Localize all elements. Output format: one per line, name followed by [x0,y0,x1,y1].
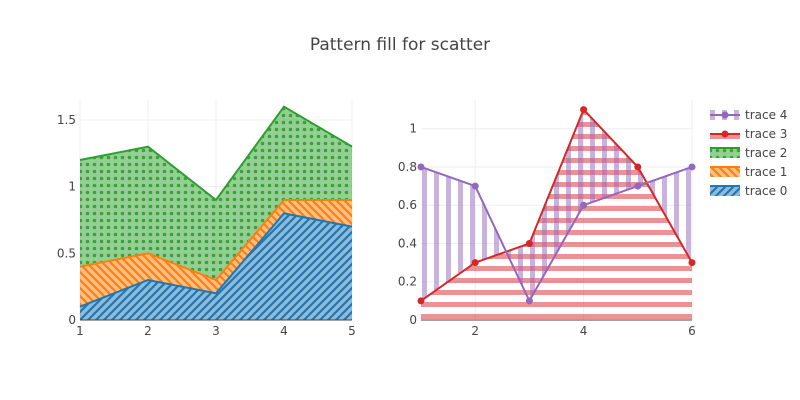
x-tick-label: 5 [348,324,356,338]
x-tick-label: 4 [580,324,588,338]
point-trace-4 [634,182,642,190]
area-trace-0 [80,213,352,320]
line-trace-1 [79,199,352,282]
legend-swatch [710,148,740,158]
legend-item-trace-3[interactable]: trace 3 [710,127,787,141]
y-tick-label: 0.8 [398,160,417,174]
line-trace-0 [79,212,353,308]
legend-item-trace-4[interactable]: trace 4 [710,108,787,122]
y-tick-label: 0 [68,313,76,327]
y-tick-label: 0.2 [398,275,417,289]
y-tick-label: 1.5 [57,113,76,127]
y-tick-label: 1 [409,122,417,136]
plot-right: 0 0.2 0.4 0.6 0.8 1 2 4 6 [398,100,696,338]
x-tick-label: 1 [76,324,84,338]
plot-left: 0 0.5 1 1.5 1 2 3 4 5 [57,100,356,338]
legend-swatch [710,167,740,177]
legend-label: trace 2 [745,146,787,160]
legend-label: trace 0 [745,184,787,198]
y-tick-label: 0 [409,313,417,327]
line-trace-2 [79,105,353,202]
point-trace-3 [417,297,425,305]
y-tick-label: 0.4 [398,236,417,250]
y-tick-label: 1 [68,180,76,194]
legend-label: trace 1 [745,165,787,179]
x-tick-label: 4 [280,324,288,338]
chart-title: Pattern fill for scatter [310,35,490,55]
y-tick-label: 0.6 [398,198,417,212]
point-trace-3 [525,239,533,247]
legend-swatch [710,186,740,196]
legend-label: trace 3 [745,127,787,141]
point-trace-4 [580,201,588,209]
area-trace-2 [80,106,352,281]
legend-item-trace-0[interactable]: trace 0 [710,184,787,198]
line-trace-4 [420,166,693,304]
legend-item-trace-2[interactable]: trace 2 [710,146,787,160]
x-tick-label: 6 [688,324,696,338]
legend-item-trace-1[interactable]: trace 1 [710,165,787,179]
legend-marker [721,111,729,119]
point-trace-4 [525,297,533,305]
area-trace-4 [421,109,692,301]
point-trace-3 [688,259,696,267]
legend-label: trace 4 [745,108,787,122]
y-tick-label: 0.5 [57,246,76,260]
point-trace-3 [580,106,588,114]
x-tick-label: 2 [144,324,152,338]
x-tick-label: 3 [212,324,220,338]
point-trace-4 [471,182,479,190]
legend-marker [721,130,729,138]
x-tick-label: 2 [471,324,479,338]
point-trace-3 [471,259,479,267]
point-trace-4 [417,163,425,171]
point-trace-3 [634,163,642,171]
point-trace-4 [688,163,696,171]
legend: trace 4 trace 3 trace 2 trace 1 trace 0 [710,108,787,198]
